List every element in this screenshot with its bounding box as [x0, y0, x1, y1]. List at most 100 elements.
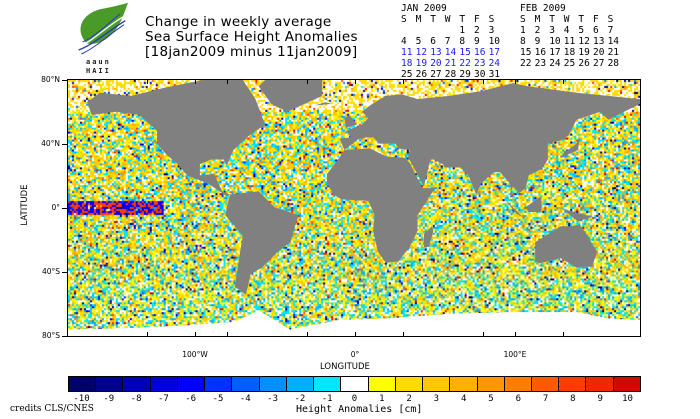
x-tick-bottom	[563, 332, 564, 337]
colorbar-swatch	[286, 377, 315, 391]
colorbar-label: 7	[542, 394, 549, 404]
title-line-2: Sea Surface Height Anomalies	[145, 29, 358, 45]
x-tick-top	[515, 79, 516, 84]
calendar-day: 4	[563, 25, 570, 36]
colorbar-swatch	[205, 377, 233, 391]
calendar-day: S	[520, 14, 526, 25]
colorbar-swatch	[531, 377, 560, 391]
calendar-day: 6	[430, 36, 436, 47]
calendar-header: JAN 2009	[401, 3, 447, 14]
calendar-day: 12	[578, 36, 590, 47]
colorbar-swatch	[259, 377, 287, 391]
colorbar-label: 0	[351, 394, 358, 404]
credits: credits CLS/CNES	[10, 404, 94, 414]
calendar-day: 28	[444, 69, 457, 80]
land-polygon	[535, 224, 598, 268]
calendar-day: 5	[415, 36, 422, 47]
colorbar-title: Height Anomalies [cm]	[296, 404, 423, 415]
calendar-day: T	[578, 14, 585, 25]
calendar-day: 20	[592, 47, 605, 58]
title-line-3: [18jan2009 minus 11jan2009]	[145, 44, 358, 60]
colorbar-label: -1	[321, 394, 333, 404]
colorbar-swatch	[69, 377, 97, 391]
calendar-row: 11 12 13 14 15 16 17	[401, 47, 503, 58]
calendar-day: F	[473, 14, 480, 25]
calendar-day: 19	[415, 58, 428, 69]
y-tick	[62, 272, 67, 273]
calendar-day: 25	[401, 69, 413, 80]
calendar-day	[401, 25, 416, 36]
calendar-day: 22	[520, 58, 532, 69]
calendar-day: 13	[430, 47, 442, 58]
calendar-row: 25 26 27 28 29 30 31	[401, 69, 503, 80]
lat-label: 0°	[51, 203, 60, 212]
colorbar-swatch	[341, 377, 369, 391]
calendar-day: 26	[578, 58, 590, 69]
logo	[78, 2, 128, 55]
colorbar-label: -7	[157, 394, 169, 404]
calendar-day	[430, 25, 445, 36]
colorbar	[68, 376, 641, 392]
calendar-day: S	[488, 14, 495, 25]
land-polygon	[504, 199, 523, 217]
calendar-day: M	[415, 14, 422, 25]
colorbar-swatch	[368, 377, 396, 391]
land-polygon	[525, 196, 542, 212]
x-tick-top	[307, 79, 308, 84]
colorbar-swatch	[504, 377, 532, 391]
land-polygon	[326, 148, 436, 263]
land-polygon	[225, 191, 299, 295]
x-tick-top	[483, 79, 484, 84]
lat-label: 40°S	[41, 267, 60, 276]
calendar-day: 11	[401, 47, 413, 58]
lat-label: 40°N	[41, 139, 60, 148]
calendar-day: 12	[415, 47, 428, 58]
colorbar-label: 4	[460, 394, 467, 404]
calendar-day: 8	[459, 36, 466, 47]
colorbar-swatch	[477, 377, 505, 391]
calendar-day: 26	[415, 69, 428, 80]
calendar-day: 6	[592, 25, 599, 36]
calendar-day	[416, 25, 431, 36]
calendar-day: 15	[459, 47, 471, 58]
calendar-day: 17	[549, 47, 561, 58]
calendar-day: 8	[520, 36, 526, 47]
colorbar-swatch	[450, 377, 478, 391]
y-axis-label: LATITUDE	[20, 184, 30, 226]
calendar-day: 4	[401, 36, 407, 47]
colorbar-label: 10	[622, 394, 633, 404]
colorbar-label: -10	[73, 394, 90, 404]
calendar-day: 1	[520, 25, 526, 36]
calendar-day: T	[430, 14, 436, 25]
land-polygon	[258, 80, 323, 112]
calendar-row: 8 9 10 11 12 13 14	[520, 36, 622, 47]
calendar-day: M	[534, 14, 541, 25]
land-polygon	[314, 102, 332, 106]
calendar-day: 1	[459, 25, 466, 36]
colorbar-label: -8	[130, 394, 142, 404]
colorbar-swatch	[613, 377, 640, 391]
calendar-row: 22 23 24 25 26 27 28	[520, 58, 622, 69]
lat-label: 80°S	[41, 331, 60, 340]
calendar-day: 13	[592, 36, 605, 47]
calendar-day: W	[563, 14, 570, 25]
calendar-day: 21	[607, 47, 620, 58]
calendar-day: 16	[473, 47, 486, 58]
land-polygon	[87, 80, 266, 197]
land-polygon	[562, 208, 593, 222]
x-tick-top	[195, 79, 196, 84]
calendar-header: FEB 2009	[520, 3, 566, 14]
calendar-day: 2	[473, 25, 480, 36]
land-polygon	[560, 137, 580, 158]
colorbar-label: 5	[488, 394, 494, 404]
calendar-day: S	[607, 14, 614, 25]
colorbar-label: -6	[185, 394, 197, 404]
calendar-day: 10	[488, 36, 501, 47]
calendar-day: T	[459, 14, 466, 25]
x-tick-bottom	[227, 332, 228, 337]
calendar-day: 9	[534, 36, 541, 47]
